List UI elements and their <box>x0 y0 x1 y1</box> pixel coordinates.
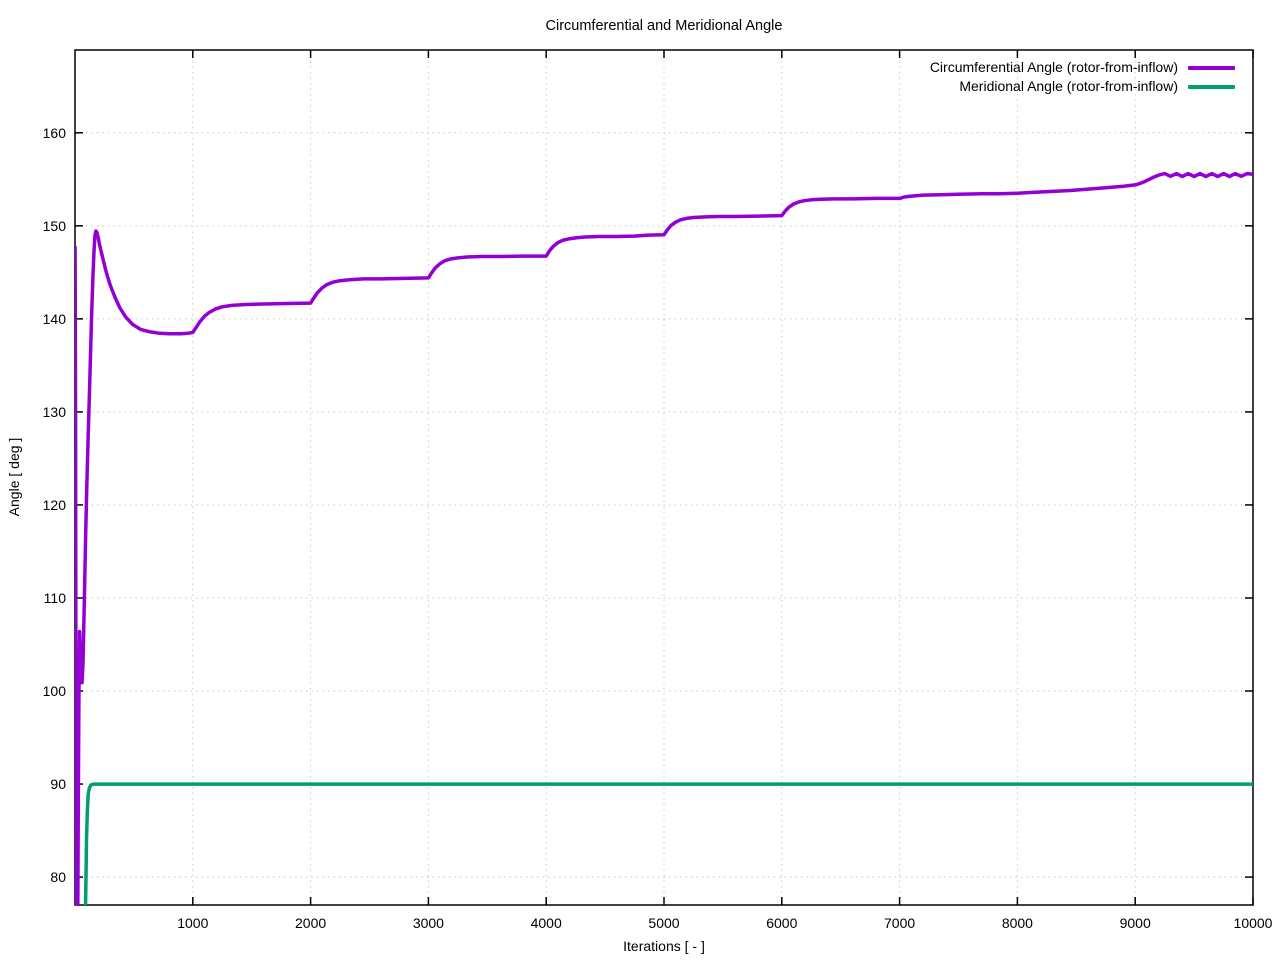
y-tick-label: 90 <box>50 776 66 792</box>
series-group <box>75 171 1253 905</box>
y-tick-label: 140 <box>43 311 67 327</box>
y-axis-label-text: Angle [ deg ] <box>6 437 22 517</box>
x-tick-label: 10000 <box>1234 915 1273 931</box>
legend-label: Meridional Angle (rotor-from-inflow) <box>959 78 1178 94</box>
x-tick-label: 4000 <box>531 915 562 931</box>
x-tick-label: 7000 <box>884 915 915 931</box>
x-tick-label: 5000 <box>648 915 679 931</box>
x-axis-label: Iterations [ - ] <box>623 938 705 954</box>
x-tick-label: 8000 <box>1002 915 1033 931</box>
legend: Circumferential Angle (rotor-from-inflow… <box>930 58 1235 96</box>
gridlines <box>75 50 1254 905</box>
x-tick-label: 6000 <box>766 915 797 931</box>
legend-item-meridional-angle: Meridional Angle (rotor-from-inflow) <box>930 77 1235 96</box>
legend-line-sample-icon <box>1188 65 1235 70</box>
y-tick-label: 80 <box>50 869 66 885</box>
legend-line-sample-icon <box>1188 84 1235 89</box>
legend-item-circumferential-angle: Circumferential Angle (rotor-from-inflow… <box>930 58 1235 77</box>
y-tick-label: 160 <box>43 125 67 141</box>
x-tick-label: 1000 <box>177 915 208 931</box>
x-tick-label: 2000 <box>295 915 326 931</box>
y-tick-label: 150 <box>43 218 67 234</box>
series-line-circumferential-angle <box>75 171 1253 905</box>
x-tick-label: 3000 <box>413 915 444 931</box>
series-line-meridional-angle <box>83 782 1253 905</box>
y-tick-label: 120 <box>43 497 67 513</box>
y-tick-label: 130 <box>43 404 67 420</box>
y-tick-label: 110 <box>44 590 67 606</box>
y-axis-tick-labels: 80 90 100 110 120 130 140 150 160 <box>43 125 67 885</box>
legend-label: Circumferential Angle (rotor-from-inflow… <box>929 59 1178 75</box>
chart-title: Circumferential and Meridional Angle <box>545 18 783 34</box>
x-axis-tick-labels: 1000 2000 3000 4000 5000 6000 7000 8000 9000 1000… <box>177 915 1272 931</box>
x-tick-label: 9000 <box>1120 915 1151 931</box>
y-tick-label: 100 <box>43 683 67 699</box>
